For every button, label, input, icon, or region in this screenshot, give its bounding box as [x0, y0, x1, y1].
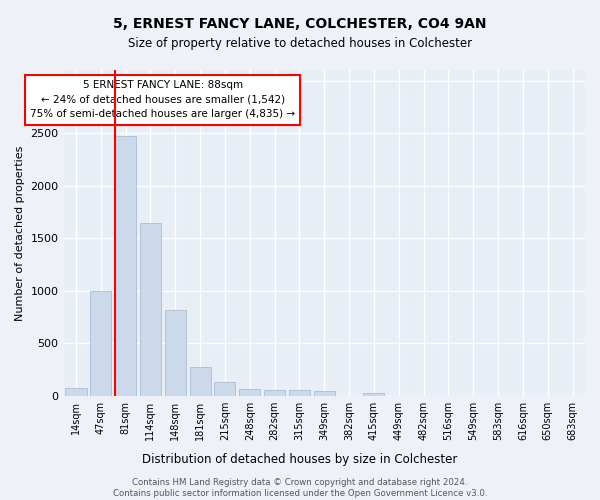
Text: Size of property relative to detached houses in Colchester: Size of property relative to detached ho… [128, 38, 472, 51]
Bar [165, 310, 186, 396]
Y-axis label: Number of detached properties: Number of detached properties [15, 145, 25, 320]
Text: 5 ERNEST FANCY LANE: 88sqm
← 24% of detached houses are smaller (1,542)
75% of s: 5 ERNEST FANCY LANE: 88sqm ← 24% of deta… [30, 80, 295, 120]
Text: 5, ERNEST FANCY LANE, COLCHESTER, CO4 9AN: 5, ERNEST FANCY LANE, COLCHESTER, CO4 9A… [113, 18, 487, 32]
Bar [239, 390, 260, 396]
Bar [65, 388, 86, 396]
Bar [264, 390, 285, 396]
Text: Distribution of detached houses by size in Colchester: Distribution of detached houses by size … [142, 452, 458, 466]
Bar [289, 390, 310, 396]
Bar [364, 392, 385, 396]
Bar [190, 368, 211, 396]
Bar [115, 136, 136, 396]
Bar [314, 390, 335, 396]
Bar [140, 224, 161, 396]
Bar [90, 290, 112, 396]
Bar [214, 382, 235, 396]
Text: Contains HM Land Registry data © Crown copyright and database right 2024.
Contai: Contains HM Land Registry data © Crown c… [113, 478, 487, 498]
